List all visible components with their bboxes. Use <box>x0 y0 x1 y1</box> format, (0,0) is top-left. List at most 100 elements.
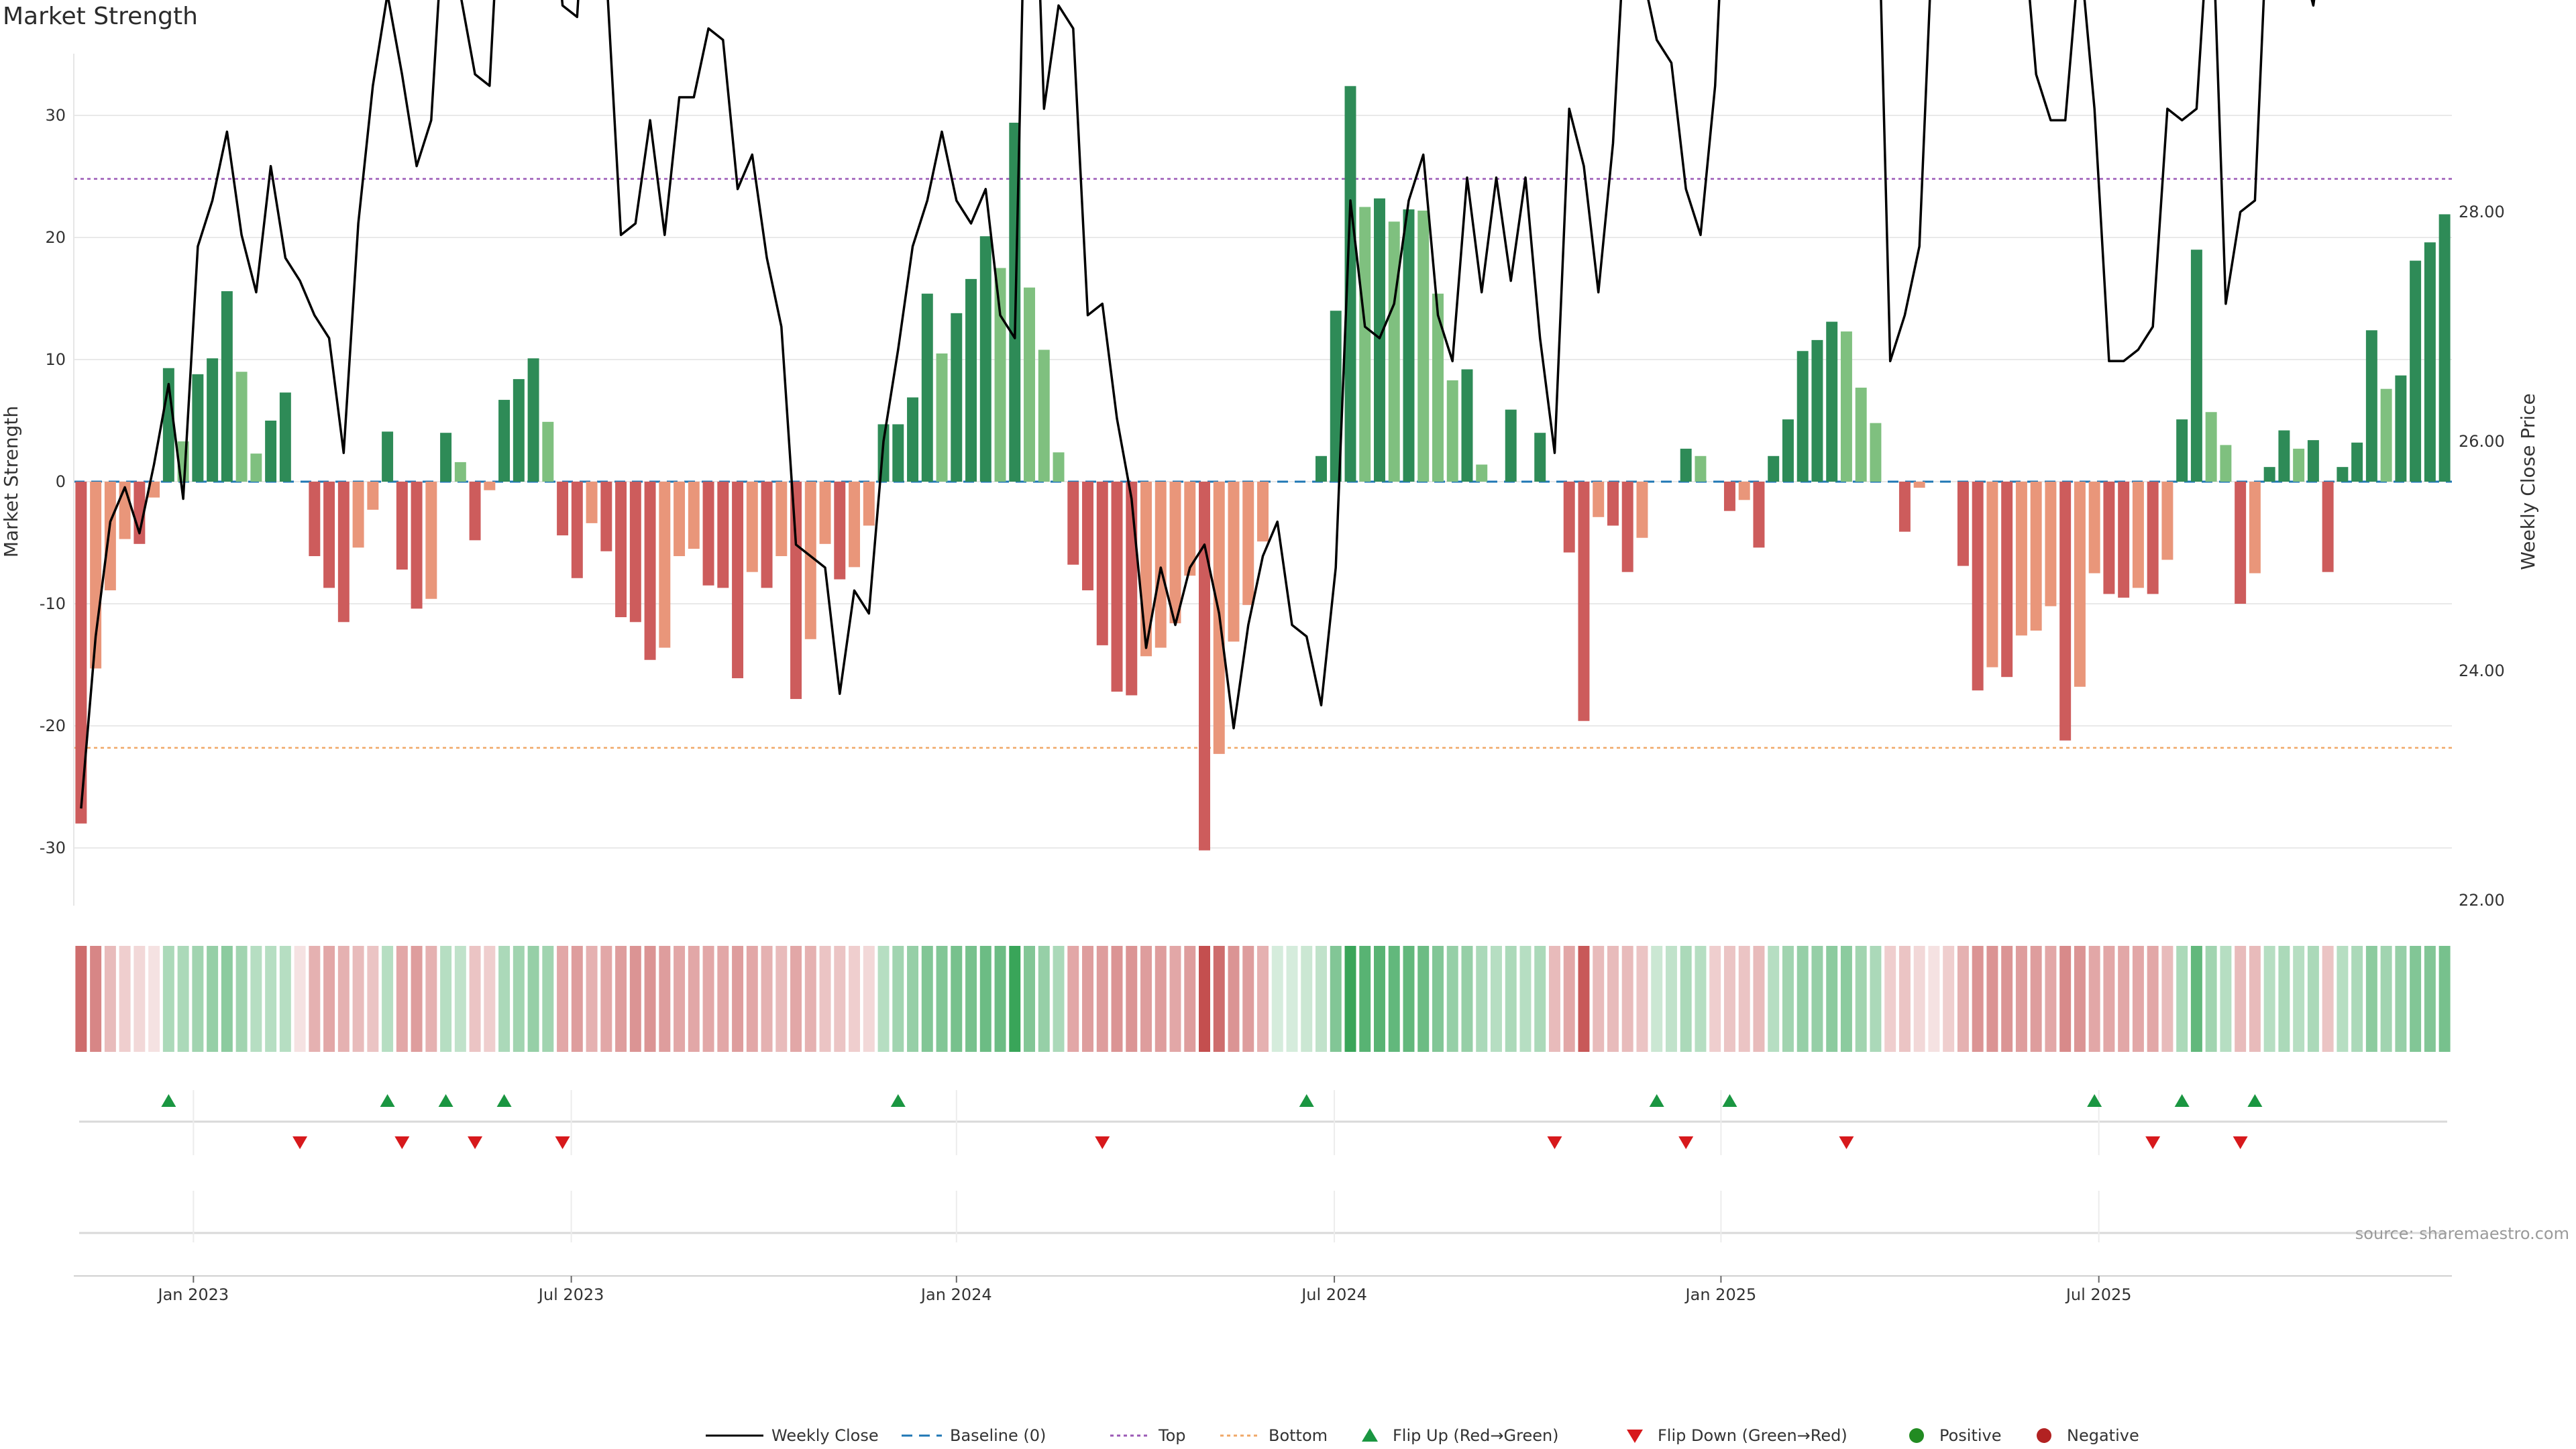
heat-cell <box>1038 946 1050 1052</box>
heat-cell <box>1111 946 1123 1052</box>
strength-bar <box>1344 86 1356 482</box>
heat-cell <box>1242 946 1254 1052</box>
heat-cell <box>279 946 291 1052</box>
heat-cell <box>221 946 233 1052</box>
heat-cell <box>702 946 714 1052</box>
heat-cell <box>1548 946 1560 1052</box>
heat-cell <box>2030 946 2042 1052</box>
heat-cell <box>1126 946 1138 1052</box>
heat-cell <box>1870 946 1882 1052</box>
strength-bar <box>659 482 671 648</box>
heat-cell <box>527 946 539 1052</box>
strength-bar <box>542 421 554 482</box>
heat-cell <box>1753 946 1765 1052</box>
strength-bar <box>863 482 875 526</box>
strength-bar <box>1461 369 1473 482</box>
legend-label: Bottom <box>1269 1426 1328 1445</box>
heat-cell <box>2074 946 2086 1052</box>
heat-cell <box>1695 946 1707 1052</box>
strength-bar <box>207 358 219 482</box>
legend-dot-swatch <box>1909 1428 1924 1443</box>
legend-label: Positive <box>1939 1426 2002 1445</box>
heat-cell <box>1855 946 1867 1052</box>
strength-bar <box>2088 482 2100 574</box>
heat-cell <box>1403 946 1415 1052</box>
y-tick-label: -10 <box>40 594 66 613</box>
heat-cell <box>1651 946 1663 1052</box>
strength-bar <box>849 482 861 568</box>
strength-bar <box>1534 433 1546 482</box>
flip-down-marker <box>1095 1136 1110 1149</box>
strength-bar <box>907 397 919 482</box>
strength-bar <box>1228 482 1240 642</box>
strength-bar <box>615 482 627 618</box>
heat-cell <box>1607 946 1619 1052</box>
heat-cell <box>717 946 729 1052</box>
strength-bar <box>2161 482 2174 560</box>
heat-cell <box>207 946 219 1052</box>
heat-cell <box>454 946 466 1052</box>
strength-bar <box>1417 210 1430 482</box>
heat-cell <box>1840 946 1852 1052</box>
strength-bar <box>732 482 744 679</box>
heat-cell <box>498 946 511 1052</box>
strength-bar <box>2395 375 2407 482</box>
strength-bar <box>104 482 116 590</box>
strength-bar <box>2410 260 2422 482</box>
heat-cell <box>411 946 423 1052</box>
heat-cell <box>834 946 846 1052</box>
heat-cell <box>1636 946 1648 1052</box>
heat-cell <box>1140 946 1152 1052</box>
heat-cell <box>2249 946 2261 1052</box>
heat-cell <box>1972 946 1984 1052</box>
strength-bar <box>235 372 248 482</box>
heat-cell <box>1811 946 1823 1052</box>
close-line-layer <box>80 0 2316 809</box>
strength-bar <box>1316 455 1327 482</box>
strength-bar <box>396 482 408 570</box>
heat-cell <box>484 946 496 1052</box>
heat-cell <box>1446 946 1458 1052</box>
strength-bar <box>1446 380 1458 482</box>
strength-bar <box>571 482 583 578</box>
flip-up-marker <box>496 1094 512 1107</box>
strength-bars <box>75 86 2451 851</box>
strength-bar <box>1738 482 1750 500</box>
heat-cell <box>2161 946 2174 1052</box>
heat-cell <box>1476 946 1488 1052</box>
strength-bar <box>629 482 641 623</box>
strength-bar <box>586 482 598 523</box>
strength-bar <box>1695 455 1707 482</box>
heat-cell <box>75 946 87 1052</box>
strength-bar <box>279 392 291 482</box>
strength-bar <box>2293 448 2305 482</box>
x-tick-label: Jan 2023 <box>156 1285 229 1304</box>
heat-cell <box>396 946 408 1052</box>
strength-bar <box>819 482 831 544</box>
strength-bar <box>1607 482 1619 526</box>
strength-bar <box>1476 464 1488 482</box>
flip-down-marker <box>292 1136 308 1149</box>
strength-bar <box>1621 482 1633 572</box>
legend-label: Negative <box>2067 1426 2139 1445</box>
y-tick-label: 10 <box>45 350 66 369</box>
heat-cell <box>819 946 831 1052</box>
strength-bar <box>1330 311 1342 482</box>
strength-bar <box>1038 350 1050 482</box>
heat-cell <box>586 946 598 1052</box>
heat-cell <box>2263 946 2275 1052</box>
heat-cell <box>659 946 671 1052</box>
heat-cell <box>863 946 875 1052</box>
heat-cell <box>1417 946 1430 1052</box>
flip-down-marker <box>555 1136 570 1149</box>
flip-up-marker <box>2087 1094 2102 1107</box>
heat-cell <box>2001 946 2013 1052</box>
strength-bar <box>994 268 1006 482</box>
strength-bar <box>674 482 686 557</box>
heat-cell <box>542 946 554 1052</box>
strength-bar <box>2365 330 2377 482</box>
heat-cell <box>352 946 364 1052</box>
strength-bar <box>148 482 160 498</box>
heat-cell <box>1796 946 1809 1052</box>
strength-bar <box>2278 430 2290 482</box>
